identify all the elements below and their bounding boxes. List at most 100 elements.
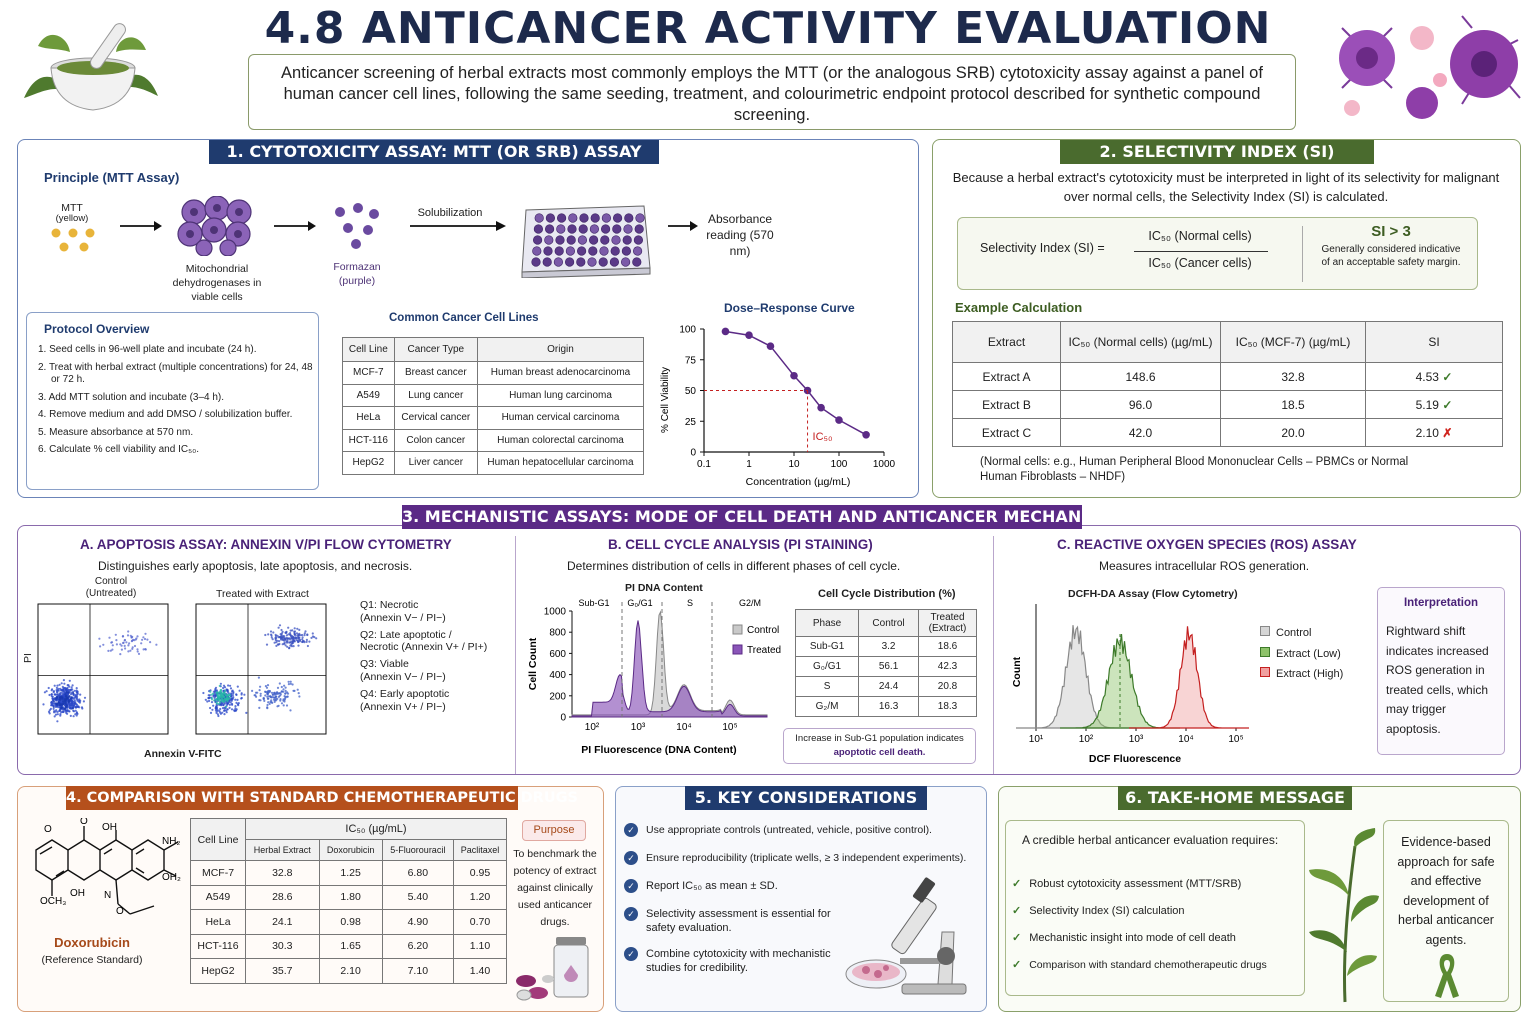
list-item-text: Selectivity Index (SI) calculation	[1029, 905, 1185, 917]
scatter-point	[294, 637, 297, 640]
scatter-point	[287, 626, 290, 629]
scatter-point	[226, 702, 229, 705]
svg-text:OCH₃: OCH₃	[40, 896, 66, 907]
table-cell: HeLa	[190, 909, 246, 935]
quadrant-desc: (Annexin V− / PI−)	[360, 611, 446, 624]
table-cell: Human colorectal carcinoma	[476, 428, 645, 452]
scatter-point	[214, 709, 218, 712]
scatter-point	[56, 713, 59, 716]
scatter-point	[291, 635, 294, 638]
table-row: A549 Lung cancer Human lung carcinoma	[342, 383, 645, 407]
table-cell: 148.6	[1060, 362, 1221, 391]
table-row: MCF-7 Breast cancer Human breast adenocarc…	[342, 361, 645, 385]
principle-title: Principle (MTT Assay)	[44, 170, 180, 185]
scatter-point	[73, 704, 76, 707]
normal-cells-note: (Normal cells: e.g., Human Peripheral Bl…	[980, 456, 1409, 483]
table-cell: Extract B	[952, 390, 1061, 419]
plate-well	[588, 246, 598, 256]
table-header: IC₅₀ (µg/mL)	[245, 818, 507, 840]
scatter-point	[136, 650, 139, 653]
table-cell: 18.3	[918, 696, 977, 717]
scatter-point	[58, 709, 61, 712]
list-item: ✓ Combine cytotoxicity with mechanistic s…	[624, 947, 844, 975]
plate-well	[624, 213, 634, 223]
scatter-point	[130, 640, 133, 643]
y-tick-label: 400	[549, 670, 566, 681]
scatter-point	[278, 624, 282, 627]
protocol-step: 4. Remove medium and add DMSO / solubili…	[38, 409, 293, 420]
scatter-point	[216, 702, 219, 705]
scatter-point	[305, 640, 308, 643]
cytotoxicity-panel	[17, 139, 919, 498]
table-row: Extract A 148.6 32.8 4.53 ✓	[952, 362, 1503, 391]
scatter-point	[303, 632, 306, 635]
plate-well	[587, 257, 597, 267]
scatter-point	[277, 626, 280, 629]
scatter-point	[212, 695, 215, 698]
scatter-point	[48, 693, 51, 697]
table-cell: HCT-116	[342, 428, 395, 452]
scatter-point	[121, 635, 125, 638]
scatter-point	[72, 709, 75, 712]
scatter-point	[71, 684, 74, 687]
table-header: Paclitaxel	[453, 839, 507, 861]
y-tick-label: 25	[685, 417, 697, 428]
legend-label: Treated	[747, 645, 781, 656]
scatter-point	[212, 704, 215, 707]
scatter-point	[75, 703, 79, 706]
scatter-point	[81, 707, 84, 710]
plate-well	[620, 257, 631, 267]
intro-box: Anticancer screening of herbal extracts …	[248, 54, 1296, 130]
scatter-point	[50, 695, 53, 698]
check-icon: ✓	[1442, 397, 1453, 412]
pills-vial-icon	[516, 937, 589, 1001]
scatter-point	[259, 685, 262, 688]
ros-title: C. REACTIVE OXYGEN SPECIES (ROS) ASSAY	[1057, 537, 1357, 552]
plate-well	[564, 257, 575, 267]
scatter-point	[71, 707, 74, 710]
table-header: Herbal Extract	[245, 839, 320, 861]
formula-box	[957, 217, 1478, 290]
table-cell: Extract C	[952, 418, 1061, 447]
scatter-point	[223, 691, 226, 694]
scatter-point	[67, 689, 70, 692]
scatter-point	[115, 643, 118, 646]
scatter-point	[73, 689, 76, 692]
plate-well	[635, 213, 645, 223]
scatter-point	[215, 698, 218, 701]
scatter-point	[55, 709, 58, 712]
scatter-point	[266, 703, 269, 707]
scatter-point	[276, 686, 280, 689]
scatter-point	[52, 700, 56, 703]
selectivity-header: 2. SELECTIVITY INDEX (SI)	[1060, 140, 1374, 164]
scatter-point	[216, 713, 219, 716]
scatter-point	[280, 628, 283, 632]
scatter-point	[122, 641, 125, 644]
scatter-point	[119, 643, 122, 646]
table-header: SI	[1365, 321, 1503, 363]
table-row: HeLa Cervical cancer Human cervical carcin…	[342, 406, 645, 430]
table-cell: 42.3	[918, 656, 977, 677]
scatter-point	[311, 632, 314, 635]
scatter-point	[284, 631, 287, 634]
scatter-point	[111, 644, 114, 647]
interpretation-title: Interpretation	[1403, 597, 1479, 609]
scatter-point	[70, 697, 73, 700]
scatter-point	[52, 691, 55, 694]
check-circle-icon: ✓	[624, 907, 638, 921]
table-cell: 1.20	[453, 884, 507, 910]
scatter-point	[134, 638, 137, 641]
table-cell: HCT-116	[190, 933, 246, 959]
list-item-text: Report IC₅₀ as mean ± SD.	[646, 880, 778, 892]
scatter-point	[219, 707, 222, 711]
protocol-title: Protocol Overview	[44, 322, 150, 336]
plate-well	[612, 213, 623, 223]
scatter-point	[226, 708, 229, 711]
scatter-point	[272, 631, 275, 634]
scatter-point	[236, 698, 239, 701]
list-item-text: Mechanistic insight into mode of cell de…	[1029, 932, 1236, 944]
scatter-point	[271, 638, 274, 641]
scatter-point	[61, 703, 64, 706]
scatter-point	[282, 688, 285, 691]
plate-well	[601, 213, 611, 223]
